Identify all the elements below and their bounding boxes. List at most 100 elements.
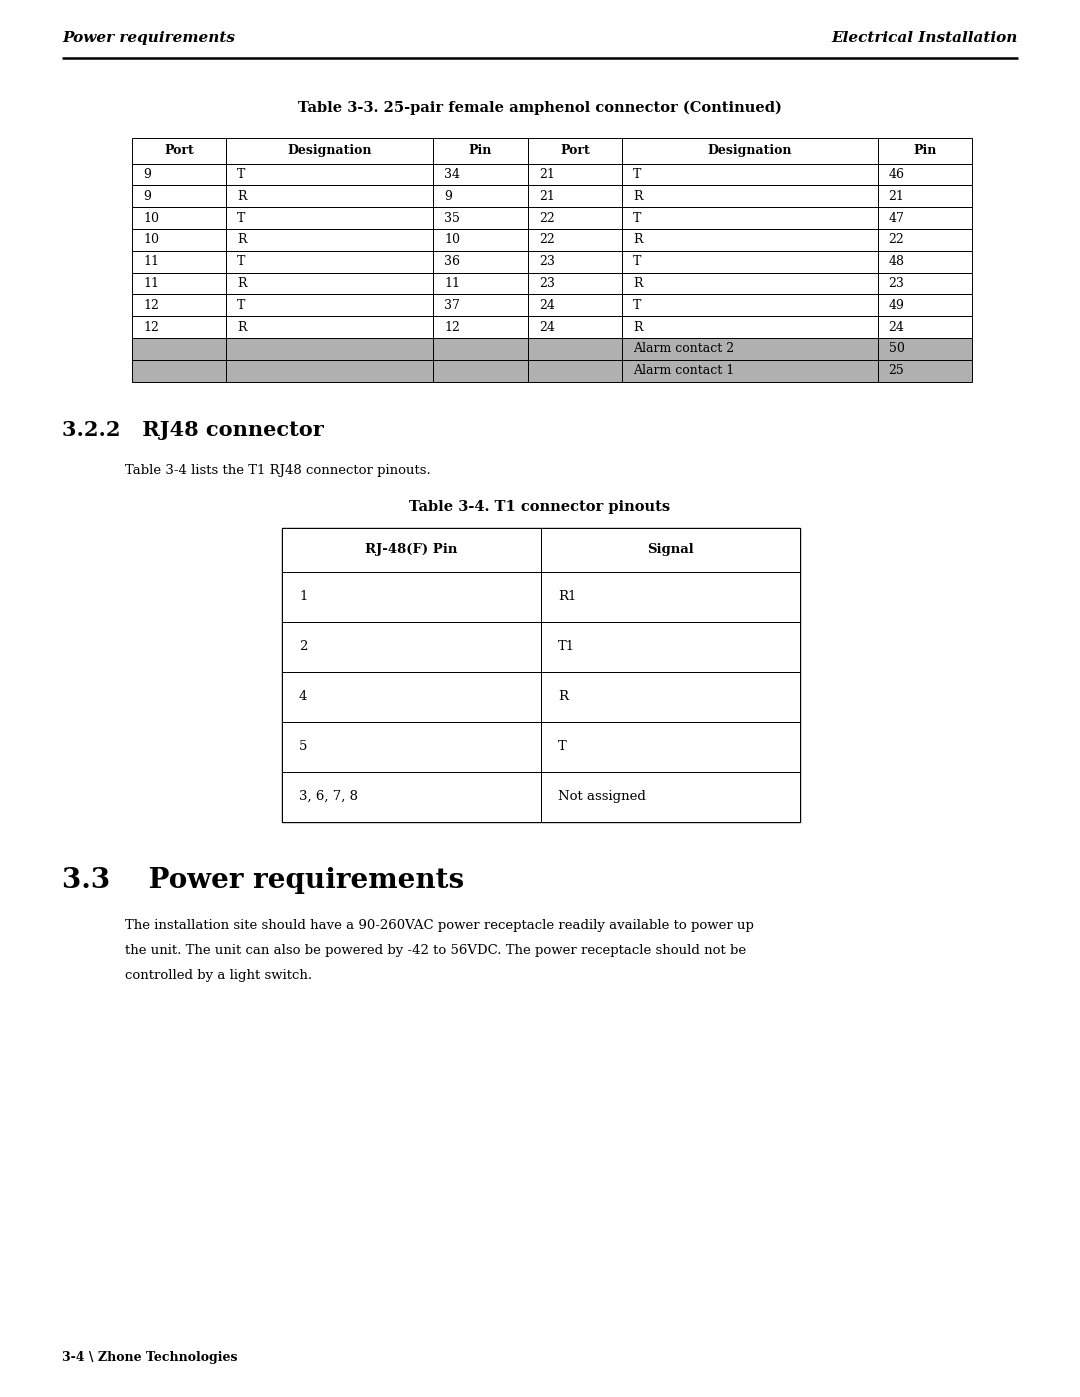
Bar	[433, 250, 528, 272]
Bar	[227, 359, 433, 381]
Bar	[622, 163, 878, 186]
Bar	[622, 186, 878, 207]
Text: 48: 48	[889, 256, 905, 268]
Text: 9: 9	[143, 190, 151, 203]
Text: 25: 25	[889, 365, 904, 377]
Bar	[541, 672, 800, 721]
Bar	[622, 207, 878, 229]
Text: T1: T1	[558, 640, 576, 652]
Text: Not assigned: Not assigned	[558, 789, 646, 803]
Bar	[282, 528, 541, 571]
Bar	[528, 229, 622, 250]
Text: 3.2.2   RJ48 connector: 3.2.2 RJ48 connector	[62, 419, 324, 440]
Text: the unit. The unit can also be powered by -42 to 56VDC. The power receptacle sho: the unit. The unit can also be powered b…	[125, 944, 746, 957]
Bar	[622, 138, 878, 163]
Text: Designation: Designation	[287, 144, 373, 158]
Bar	[227, 138, 433, 163]
Text: RJ-48(F) Pin: RJ-48(F) Pin	[365, 543, 458, 556]
Text: 24: 24	[889, 320, 905, 334]
Bar	[528, 207, 622, 229]
Text: R: R	[238, 190, 247, 203]
Text: Alarm contact 1: Alarm contact 1	[633, 365, 734, 377]
Text: R: R	[558, 690, 568, 703]
Text: 10: 10	[143, 211, 159, 225]
Text: 22: 22	[889, 233, 904, 246]
Bar	[433, 186, 528, 207]
Text: 12: 12	[143, 320, 159, 334]
Text: R1: R1	[558, 590, 577, 604]
Bar	[227, 295, 433, 316]
Bar	[528, 338, 622, 359]
Text: R: R	[633, 320, 643, 334]
Bar	[541, 571, 800, 622]
Text: Pin: Pin	[469, 144, 492, 158]
Bar	[878, 229, 972, 250]
Bar	[132, 316, 227, 338]
Bar	[528, 272, 622, 295]
Bar	[433, 295, 528, 316]
Text: T: T	[238, 299, 246, 312]
Text: 50: 50	[889, 342, 905, 355]
Bar	[132, 138, 227, 163]
Bar	[878, 138, 972, 163]
Bar	[622, 229, 878, 250]
Text: 46: 46	[889, 168, 905, 180]
Text: R: R	[238, 233, 247, 246]
Text: 23: 23	[539, 256, 555, 268]
Bar	[282, 721, 541, 771]
Text: T: T	[633, 168, 642, 180]
Text: 36: 36	[444, 256, 460, 268]
Text: 3, 6, 7, 8: 3, 6, 7, 8	[299, 789, 357, 803]
Text: The installation site should have a 90-260VAC power receptacle readily available: The installation site should have a 90-2…	[125, 918, 754, 932]
Bar	[132, 207, 227, 229]
Text: 10: 10	[444, 233, 460, 246]
Bar	[622, 295, 878, 316]
Bar	[878, 338, 972, 359]
Text: 34: 34	[444, 168, 460, 180]
Bar	[282, 571, 541, 622]
Bar	[622, 250, 878, 272]
Text: 23: 23	[889, 277, 905, 291]
Text: R: R	[238, 277, 247, 291]
Bar	[227, 316, 433, 338]
Text: Port: Port	[561, 144, 590, 158]
Bar	[528, 316, 622, 338]
Bar	[622, 359, 878, 381]
Bar	[132, 295, 227, 316]
Text: 24: 24	[539, 299, 555, 312]
Bar	[433, 229, 528, 250]
Bar	[433, 207, 528, 229]
Bar	[878, 316, 972, 338]
Text: 12: 12	[143, 299, 159, 312]
Text: Signal: Signal	[647, 543, 693, 556]
Text: 21: 21	[539, 168, 555, 180]
Bar	[541, 721, 800, 771]
Bar	[878, 163, 972, 186]
Text: 22: 22	[539, 233, 554, 246]
Text: 49: 49	[889, 299, 905, 312]
Bar	[433, 338, 528, 359]
Bar	[227, 272, 433, 295]
Bar	[433, 163, 528, 186]
Text: 4: 4	[299, 690, 308, 703]
Bar	[878, 359, 972, 381]
Bar	[132, 359, 227, 381]
Text: Table 3-4. T1 connector pinouts: Table 3-4. T1 connector pinouts	[409, 500, 671, 514]
Text: 21: 21	[889, 190, 905, 203]
Text: Table 3-3. 25-pair female amphenol connector (Continued): Table 3-3. 25-pair female amphenol conne…	[298, 101, 782, 115]
Text: 3-4 \ Zhone Technologies: 3-4 \ Zhone Technologies	[62, 1351, 238, 1363]
Bar	[528, 138, 622, 163]
Bar	[132, 229, 227, 250]
Bar	[528, 250, 622, 272]
Text: 24: 24	[539, 320, 555, 334]
Bar	[528, 359, 622, 381]
Bar	[541, 771, 800, 821]
Text: 11: 11	[444, 277, 460, 291]
Text: 37: 37	[444, 299, 460, 312]
Text: Port: Port	[164, 144, 194, 158]
Text: T: T	[238, 168, 246, 180]
Text: 21: 21	[539, 190, 555, 203]
Bar	[433, 359, 528, 381]
Text: Table 3-4 lists the T1 RJ48 connector pinouts.: Table 3-4 lists the T1 RJ48 connector pi…	[125, 464, 431, 476]
Text: R: R	[633, 233, 643, 246]
